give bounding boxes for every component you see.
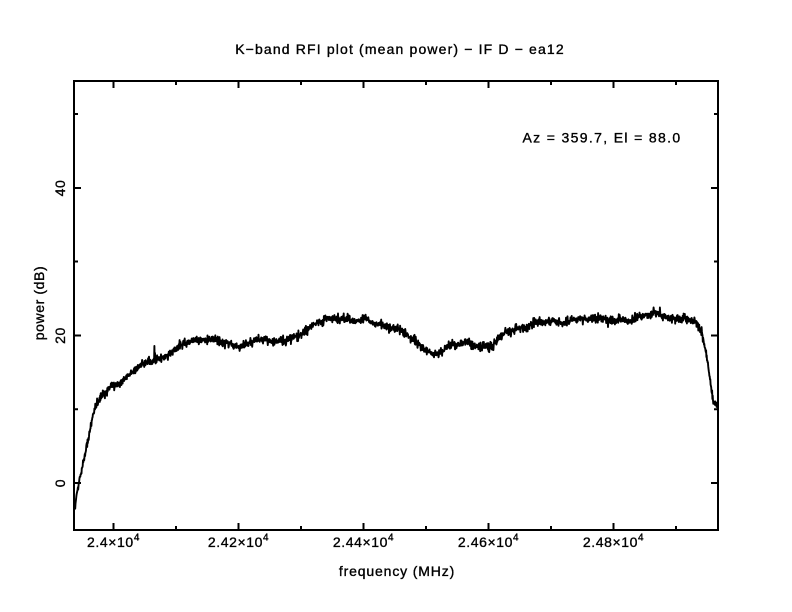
svg-text:0: 0 bbox=[52, 479, 68, 487]
svg-text:K−band RFI plot (mean power) −: K−band RFI plot (mean power) − IF D − ea… bbox=[235, 41, 565, 57]
svg-text:2.4×104: 2.4×104 bbox=[87, 533, 140, 551]
svg-text:2.46×104: 2.46×104 bbox=[458, 533, 519, 551]
svg-text:2.42×104: 2.42×104 bbox=[208, 533, 269, 551]
svg-text:40: 40 bbox=[52, 180, 68, 197]
svg-text:Az = 359.7, El = 88.0: Az = 359.7, El = 88.0 bbox=[522, 130, 681, 146]
svg-text:power (dB): power (dB) bbox=[31, 266, 47, 340]
svg-text:2.44×104: 2.44×104 bbox=[333, 533, 394, 551]
svg-text:frequency (MHz): frequency (MHz) bbox=[339, 563, 455, 579]
svg-text:2.48×104: 2.48×104 bbox=[583, 533, 644, 551]
svg-text:20: 20 bbox=[52, 327, 68, 344]
